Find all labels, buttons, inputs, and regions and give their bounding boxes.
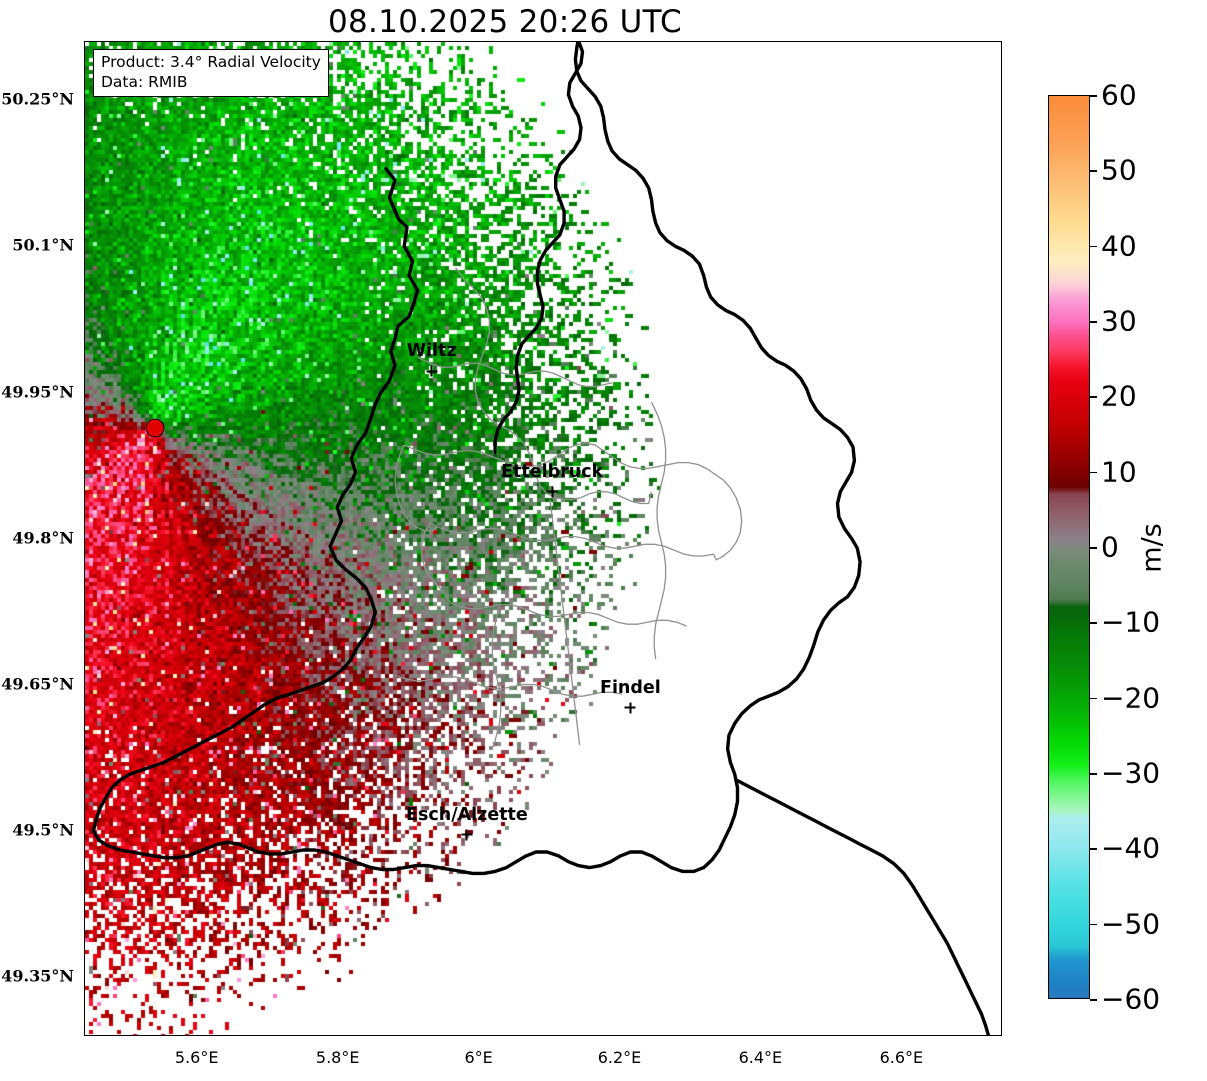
colorbar-tick-label: −20 <box>1101 681 1161 715</box>
colorbar-tick-label: −60 <box>1101 982 1161 1016</box>
info-product-line: Product: 3.4° Radial Velocity <box>101 53 321 71</box>
canton-border-path <box>712 479 743 561</box>
canton-border-path <box>394 674 623 697</box>
national-borders <box>91 42 990 1035</box>
colorbar-tick <box>1090 773 1097 775</box>
latitude-tick-label: 50.1°N <box>12 235 74 255</box>
city-overlay: Wiltz Ettelbruck Findel Esch/Alzette <box>85 42 1001 1035</box>
latitude-tick-label: 49.5°N <box>12 820 74 840</box>
colorbar-tick <box>1090 999 1097 1001</box>
colorbar-tick-label: −50 <box>1101 907 1161 941</box>
canton-border-path <box>417 356 613 388</box>
colorbar-tick-label: −30 <box>1101 756 1161 790</box>
city-marker-ettelbruck <box>546 486 558 498</box>
city-marker-findel <box>624 702 636 714</box>
national-border-path <box>91 42 862 876</box>
national-border-path <box>493 42 585 455</box>
canton-border-path <box>650 401 667 660</box>
colorbar-tick-label: 60 <box>1101 78 1137 112</box>
canton-border-path <box>437 526 714 557</box>
colorbar-tick-label: 30 <box>1101 304 1137 338</box>
city-label-wiltz: Wiltz <box>406 341 457 362</box>
latitude-tick-label: 49.95°N <box>1 382 74 401</box>
colorbar-tick <box>1090 547 1097 549</box>
colorbar-tick <box>1090 321 1097 323</box>
product-info-box: Product: 3.4° Radial Velocity Data: RMIB <box>93 49 329 98</box>
colorbar-gradient <box>1048 95 1090 999</box>
city-marker-esch-alzette <box>461 829 473 840</box>
canton-border-path <box>449 602 687 627</box>
latitude-tick-label: 49.8°N <box>12 528 74 547</box>
longitude-tick-label: 6.6°E <box>879 1048 924 1067</box>
colorbar-tick <box>1090 396 1097 398</box>
page-title: 08.10.2025 20:26 UTC <box>328 4 682 40</box>
colorbar-tick-label: −10 <box>1101 605 1161 639</box>
canton-border-path <box>403 442 724 481</box>
latitude-tick-label: 50.25°N <box>1 89 74 109</box>
canton-border-path <box>394 444 438 532</box>
city-label-findel: Findel <box>599 677 661 698</box>
latitude-axis: 50.25°N 50.1°N 49.95°N 49.8°N 49.65°N 49.5°N 4… <box>0 0 84 1081</box>
colorbar-tick-label: 0 <box>1101 530 1119 564</box>
longitude-tick-label: 5.6°E <box>174 1048 219 1067</box>
colorbar-tick <box>1090 170 1097 172</box>
radar-site-marker <box>145 418 165 437</box>
map-boundaries <box>91 42 990 1035</box>
colorbar-tick-label: −40 <box>1101 831 1161 865</box>
colorbar-tick <box>1090 622 1097 624</box>
latitude-tick-label: 49.35°N <box>1 966 74 986</box>
colorbar-tick-label: 50 <box>1101 153 1137 187</box>
canton-borders <box>394 267 743 747</box>
city-label-esch-alzette: Esch/Alzette <box>405 804 528 825</box>
colorbar-unit-label: m/s <box>1136 523 1168 573</box>
canton-border-path <box>549 499 581 745</box>
colorbar-tick <box>1090 848 1097 850</box>
city-marker-wiltz <box>426 365 438 377</box>
longitude-tick-label: 6°E <box>464 1048 493 1067</box>
colorbar-tick-label: 40 <box>1101 229 1137 263</box>
colorbar-tick <box>1090 923 1097 926</box>
map-plot-area[interactable]: Wiltz Ettelbruck Findel Esch/Alzette <box>84 41 1002 1036</box>
city-label-ettelbruck: Ettelbruck <box>501 461 604 482</box>
canton-border-path <box>421 522 451 604</box>
canton-border-path <box>491 606 502 747</box>
colorbar-tick <box>1090 95 1097 97</box>
colorbar-tick-label: 10 <box>1101 455 1137 489</box>
latitude-tick-label: 49.65°N <box>1 674 74 693</box>
national-border-path <box>734 778 990 1035</box>
colorbar-tick <box>1090 471 1097 474</box>
colorbar-tick <box>1090 697 1097 700</box>
longitude-tick-label: 6.4°E <box>738 1048 783 1067</box>
colorbar-tick-label: 20 <box>1101 379 1137 413</box>
info-data-line: Data: RMIB <box>101 72 188 91</box>
longitude-tick-label: 6.2°E <box>597 1048 642 1067</box>
colorbar-container[interactable]: 60 50 40 30 20 10 0 −10 −20 −30 −40 −50 −60 <box>1048 79 1160 1016</box>
longitude-tick-label: 5.8°E <box>315 1048 360 1067</box>
radar-velocity-field <box>85 42 1001 1035</box>
colorbar-tick <box>1090 245 1097 248</box>
canton-border-path <box>455 267 582 501</box>
canton-border-path <box>580 491 653 505</box>
